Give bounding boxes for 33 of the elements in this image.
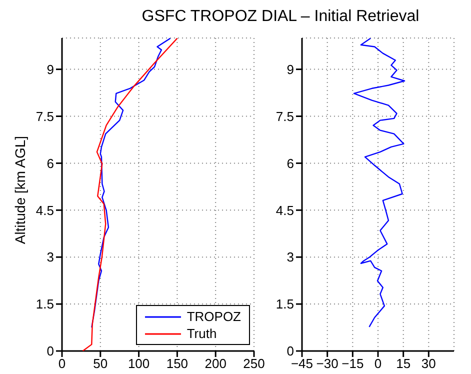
x-tick-label: −30 <box>316 356 338 372</box>
x-tick-label: 0 <box>58 356 66 372</box>
line-series <box>82 38 178 351</box>
x-tick-label: 150 <box>166 356 188 372</box>
x-tick-label: 0 <box>374 356 382 372</box>
y-tick-label: 0 <box>286 344 294 359</box>
x-tick-label: 30 <box>421 356 436 372</box>
x-tick-label: 200 <box>204 356 226 372</box>
x-tick-label: −15 <box>342 356 364 372</box>
y-tick-label: 6 <box>46 156 54 171</box>
x-tick-label: 15 <box>396 356 411 372</box>
y-tick-label: 7.5 <box>36 108 54 124</box>
legend-label: Truth <box>186 325 217 342</box>
x-tick-label: 50 <box>93 356 108 372</box>
line-series <box>91 38 171 328</box>
y-tick-label: 6 <box>286 156 294 171</box>
y-tick-label: 4.5 <box>276 202 294 218</box>
y-tick-label: 4.5 <box>36 202 54 218</box>
legend-label: TROPOZ <box>186 308 241 325</box>
y-tick-label: 7.5 <box>276 108 294 124</box>
y-tick-label: 3 <box>46 250 54 265</box>
y-tick-label: 1.5 <box>276 296 294 312</box>
y-axis-title: Altitude [km AGL] <box>12 136 28 244</box>
chart-title: GSFC TROPOZ DIAL – Initial Retrieval <box>140 8 420 26</box>
line-series <box>353 38 406 328</box>
x-tick-label: −45 <box>290 356 314 372</box>
y-tick-label: 3 <box>286 250 294 265</box>
y-tick-label: 9 <box>286 62 294 77</box>
y-tick-label: 0 <box>46 344 54 359</box>
x-tick-label: 250 <box>243 356 265 372</box>
y-tick-label: 9 <box>46 62 54 77</box>
y-tick-label: 1.5 <box>36 296 54 312</box>
x-tick-label: 100 <box>128 356 150 372</box>
